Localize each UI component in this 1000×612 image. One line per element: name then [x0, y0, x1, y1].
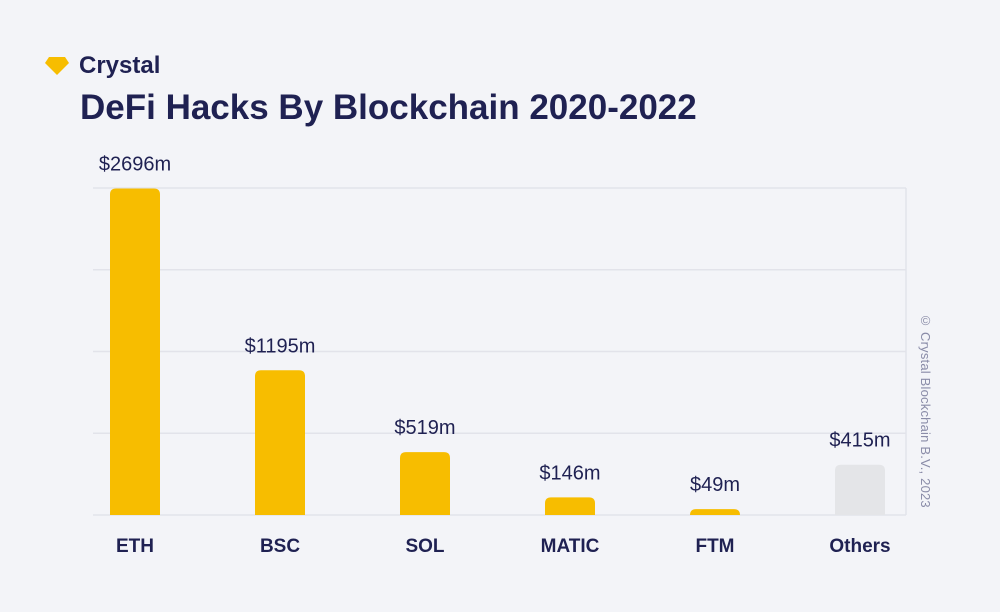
bar-bsc [255, 370, 305, 515]
value-label: $1195m [245, 335, 316, 357]
brand-name: Crystal [79, 52, 161, 79]
diamond-icon [45, 57, 69, 75]
x-tick-label: Others [829, 536, 890, 557]
bar-eth [110, 188, 160, 516]
value-label: $415m [829, 430, 890, 452]
brand-logo: Crystal [45, 52, 160, 80]
x-tick-label: ETH [116, 536, 154, 557]
x-tick-label: MATIC [541, 536, 600, 557]
value-label: $519m [394, 417, 455, 439]
value-label: $2696m [99, 153, 171, 175]
value-label: $49m [690, 474, 740, 496]
bar-others [835, 464, 885, 515]
bar-sol [400, 452, 450, 515]
copyright-note: © Crystal Blockchain B.V., 2023 [918, 313, 933, 508]
x-tick-label: FTM [695, 536, 734, 557]
chart-title: DeFi Hacks By Blockchain 2020-2022 [80, 88, 697, 127]
bar-ftm [690, 509, 740, 516]
value-label: $146m [539, 462, 600, 484]
x-tick-label: BSC [260, 536, 300, 557]
x-tick-label: SOL [405, 536, 444, 557]
bar-matic [545, 497, 595, 515]
